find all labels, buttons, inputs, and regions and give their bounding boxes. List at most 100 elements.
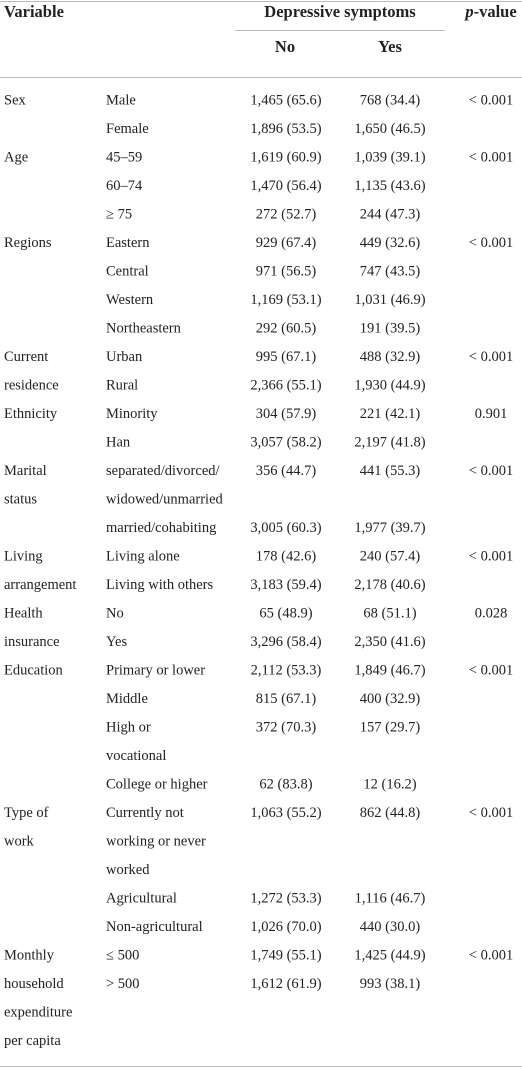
level-cell: College or higher [106,776,208,792]
level-cell: Yes [106,634,127,650]
no-cell: 178 (42.6) [256,548,317,564]
variable-cell: Monthly [4,947,55,963]
yes-cell: 1,039 (39.1) [354,149,425,165]
level-cell: Minority [106,406,158,422]
level-cell: High or [106,719,151,735]
yes-cell: 862 (44.8) [360,805,421,821]
pvalue-cell: < 0.001 [469,235,513,251]
pvalue-cell: < 0.001 [469,92,513,108]
header-yes: Yes [378,37,402,56]
no-cell: 65 (48.9) [259,605,312,621]
header-p: p [463,2,473,21]
no-cell: 292 (60.5) [256,320,317,336]
yes-cell: 441 (55.3) [360,463,421,479]
header-no: No [275,37,295,56]
yes-cell: 1,425 (44.9) [354,947,425,963]
yes-cell: 240 (57.4) [360,548,421,564]
no-cell: 3,005 (60.3) [250,520,321,536]
level-cell: Male [106,92,136,108]
no-cell: 815 (67.1) [256,691,317,707]
level-cell: ≤ 500 [106,947,139,963]
yes-cell: 1,135 (43.6) [354,178,425,194]
no-cell: 3,296 (58.4) [250,634,321,650]
level-cell: Non-agricultural [106,919,203,935]
no-cell: 1,063 (55.2) [250,805,321,821]
no-cell: 1,169 (53.1) [250,292,321,308]
no-cell: 1,896 (53.5) [250,121,321,137]
level-cell: Middle [106,691,148,707]
yes-cell: 12 (16.2) [363,776,416,792]
yes-cell: 488 (32.9) [360,349,421,365]
no-cell: 1,465 (65.6) [250,92,321,108]
yes-cell: 993 (38.1) [360,976,421,992]
header-pvalue: p-value [463,2,516,21]
yes-cell: 191 (39.5) [360,320,421,336]
variable-cell: arrangement [4,577,76,593]
yes-cell: 68 (51.1) [363,605,416,621]
no-cell: 929 (67.4) [256,235,317,251]
variable-cell: insurance [4,634,60,650]
no-cell: 971 (56.5) [256,263,317,279]
no-cell: 1,749 (55.1) [250,947,321,963]
level-cell: No [106,605,124,621]
variable-cell: Ethnicity [4,406,58,422]
yes-cell: 1,031 (46.9) [354,292,425,308]
no-cell: 62 (83.8) [259,776,312,792]
variable-cell: expenditure [4,1004,72,1020]
no-cell: 356 (44.7) [256,463,317,479]
variable-cell: household [4,976,64,992]
level-cell: worked [106,862,150,878]
yes-cell: 2,350 (41.6) [354,634,425,650]
pvalue-cell: 0.028 [475,605,508,621]
level-cell: Female [106,121,149,137]
variable-cell: Current [4,349,48,365]
yes-cell: 768 (34.4) [360,92,421,108]
no-cell: 2,366 (55.1) [250,377,321,393]
yes-cell: 1,930 (44.9) [354,377,425,393]
variable-cell: work [4,833,35,849]
pvalue-cell: < 0.001 [469,548,513,564]
pvalue-cell: 0.901 [475,406,508,422]
variable-cell: Type of [4,805,49,821]
level-cell: widowed/unmarried [106,491,224,507]
no-cell: 1,470 (56.4) [250,178,321,194]
pvalue-cell: < 0.001 [469,149,513,165]
level-cell: Agricultural [106,890,177,906]
no-cell: 2,112 (53.3) [251,662,322,678]
yes-cell: 221 (42.1) [360,406,421,422]
variable-cell: status [4,491,37,507]
header-group: Depressive symptoms [264,2,416,21]
no-cell: 372 (70.3) [256,719,317,735]
yes-cell: 1,977 (39.7) [354,520,425,536]
level-cell: ≥ 75 [106,206,132,222]
no-cell: 272 (52.7) [256,206,317,222]
header-value: -value [474,2,517,21]
level-cell: 45–59 [106,149,142,165]
yes-cell: 1,849 (46.7) [354,662,425,678]
no-cell: 1,612 (61.9) [250,976,321,992]
pvalue-cell: < 0.001 [469,463,513,479]
variable-cell: Education [4,662,64,678]
level-cell: > 500 [106,976,140,992]
variable-cell: per capita [4,1033,61,1049]
yes-cell: 2,197 (41.8) [354,434,425,450]
level-cell: separated/divorced/ [106,463,221,479]
yes-cell: 2,178 (40.6) [354,577,425,593]
level-cell: vocational [106,748,166,764]
level-cell: Currently not [106,805,184,821]
pvalue-cell: < 0.001 [469,662,513,678]
yes-cell: 1,650 (46.5) [354,121,425,137]
level-cell: Han [106,434,131,450]
no-cell: 3,183 (59.4) [250,577,321,593]
header-variable: Variable [4,2,64,21]
variable-cell: Age [4,149,28,165]
variable-cell: Living [4,548,43,564]
level-cell: Central [106,263,149,279]
level-cell: Primary or lower [106,662,205,678]
pvalue-cell: < 0.001 [469,947,513,963]
no-cell: 304 (57.9) [256,406,317,422]
level-cell: Rural [106,377,138,393]
yes-cell: 1,116 (46.7) [355,890,426,906]
variable-cell: residence [4,377,59,393]
